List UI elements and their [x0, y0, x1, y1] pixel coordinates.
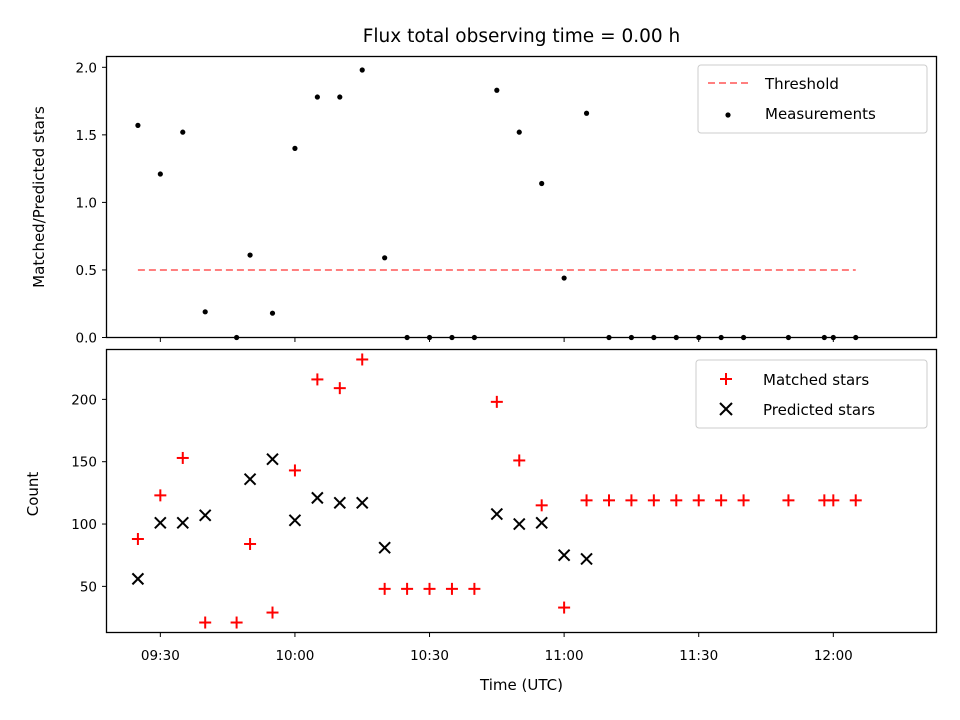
bottom-axes-frame	[105, 348, 938, 634]
bottom-xtick-label: 12:00	[814, 648, 853, 664]
top-ylabel: Matched/Predicted stars	[30, 106, 48, 288]
matched-star-point	[154, 489, 167, 502]
measurement-point	[135, 122, 141, 128]
predicted-star-point	[176, 516, 189, 529]
legend-measurements-swatch	[725, 112, 731, 118]
top-legend-frame	[697, 64, 928, 134]
measurement-point	[292, 145, 298, 151]
measurement-point	[247, 252, 253, 258]
bottom-ytick-label: 150	[71, 455, 97, 471]
matched-star-point	[423, 582, 436, 595]
bottom-ytick-label: 100	[71, 517, 97, 533]
matched-star-point	[849, 494, 862, 507]
bottom-ylabel: Count	[24, 472, 42, 517]
predicted-star-point	[311, 491, 324, 505]
predicted-star-point	[490, 507, 504, 521]
predicted-star-point	[266, 453, 279, 466]
measurement-point	[269, 310, 276, 316]
matched-star-point	[401, 582, 414, 595]
matched-star-point	[131, 532, 144, 545]
legend-measurements-label: Measurements	[765, 105, 876, 123]
matched-star-point	[647, 494, 660, 507]
bottom-xtick-label: 09:30	[141, 648, 180, 664]
matched-star-point	[468, 582, 481, 595]
measurement-point	[314, 94, 320, 100]
matched-star-point	[715, 494, 728, 507]
predicted-star-point	[154, 516, 167, 529]
bottom-ytick-label: 200	[71, 392, 97, 408]
bottom-ytick-label: 50	[80, 579, 97, 595]
measurement-point	[180, 129, 186, 135]
matched-star-point	[580, 494, 593, 507]
top-ytick-label: 1.5	[76, 128, 97, 144]
measurement-point	[157, 171, 163, 177]
measurement-point	[337, 94, 343, 100]
predicted-star-point	[198, 509, 212, 522]
measurement-point	[516, 129, 522, 135]
matched-star-point	[378, 582, 391, 595]
predicted-star-point	[243, 472, 257, 486]
legend-matched-swatch	[720, 373, 732, 385]
legend-predicted-swatch	[719, 402, 733, 416]
predicted-star-point	[557, 548, 571, 562]
matched-star-point	[311, 373, 324, 386]
matched-star-point	[782, 494, 795, 507]
predicted-star-point	[333, 496, 347, 510]
bottom-legend-frame	[695, 359, 928, 429]
matched-star-point	[230, 616, 243, 629]
matched-star-point	[558, 601, 571, 614]
matched-star-point	[513, 454, 526, 467]
chart-title: Flux total observing time = 0.00 h	[363, 26, 681, 47]
matched-star-point	[625, 494, 638, 507]
top-ytick-label: 0.5	[76, 263, 97, 279]
top-ytick-label: 1.0	[76, 195, 97, 211]
matched-star-point	[356, 353, 369, 366]
measurement-point	[359, 67, 365, 73]
measurement-point	[561, 275, 567, 281]
legend-predicted-label: Predicted stars	[763, 401, 875, 419]
matched-star-point	[670, 494, 683, 507]
matched-star-point	[199, 616, 212, 629]
bottom-xtick-label: 10:00	[275, 648, 314, 664]
bottom-xtick-label: 10:30	[410, 648, 449, 664]
bottom-xtick-label: 11:00	[545, 648, 584, 664]
top-axes-frame	[105, 55, 938, 339]
top-legend: Threshold Measurements	[697, 64, 928, 134]
matched-star-point	[176, 451, 189, 464]
top-panel: 0.00.51.01.52.0 Matched/Predicted stars …	[30, 55, 938, 347]
predicted-star-point	[356, 496, 369, 510]
matched-star-point	[244, 537, 257, 550]
matched-star-point	[445, 582, 458, 595]
predicted-star-point	[513, 517, 526, 531]
matched-star-point	[333, 382, 346, 395]
predicted-star-point	[580, 552, 593, 566]
bottom-panel: 50 100 150 200 09:30 10:00 10:30 11:00 11:30 12:…	[24, 348, 938, 694]
matched-star-point	[490, 395, 503, 408]
predicted-star-point	[131, 572, 145, 586]
matched-star-point	[737, 494, 750, 507]
legend-matched-label: Matched stars	[763, 371, 869, 389]
matched-star-point	[602, 494, 615, 507]
bottom-xlabel: Time (UTC)	[479, 676, 563, 694]
measurement-point	[202, 309, 208, 315]
legend-threshold-label: Threshold	[764, 75, 839, 93]
matched-star-point	[827, 494, 840, 507]
measurement-point	[583, 110, 590, 116]
measurement-point	[382, 255, 388, 261]
predicted-star-point	[288, 514, 302, 527]
predicted-star-point	[378, 541, 391, 554]
top-ytick-label: 0.0	[76, 331, 97, 347]
matched-star-point	[266, 606, 279, 619]
matched-star-point	[535, 499, 548, 512]
bottom-xtick-label: 11:30	[679, 648, 718, 664]
matched-star-point	[288, 464, 301, 477]
predicted-star-point	[535, 516, 548, 529]
matched-star-point	[692, 494, 705, 507]
measurement-point	[494, 87, 500, 93]
bottom-legend: Matched stars Predicted stars	[695, 359, 928, 429]
measurement-point	[539, 180, 545, 187]
top-ytick-label: 2.0	[76, 60, 97, 76]
